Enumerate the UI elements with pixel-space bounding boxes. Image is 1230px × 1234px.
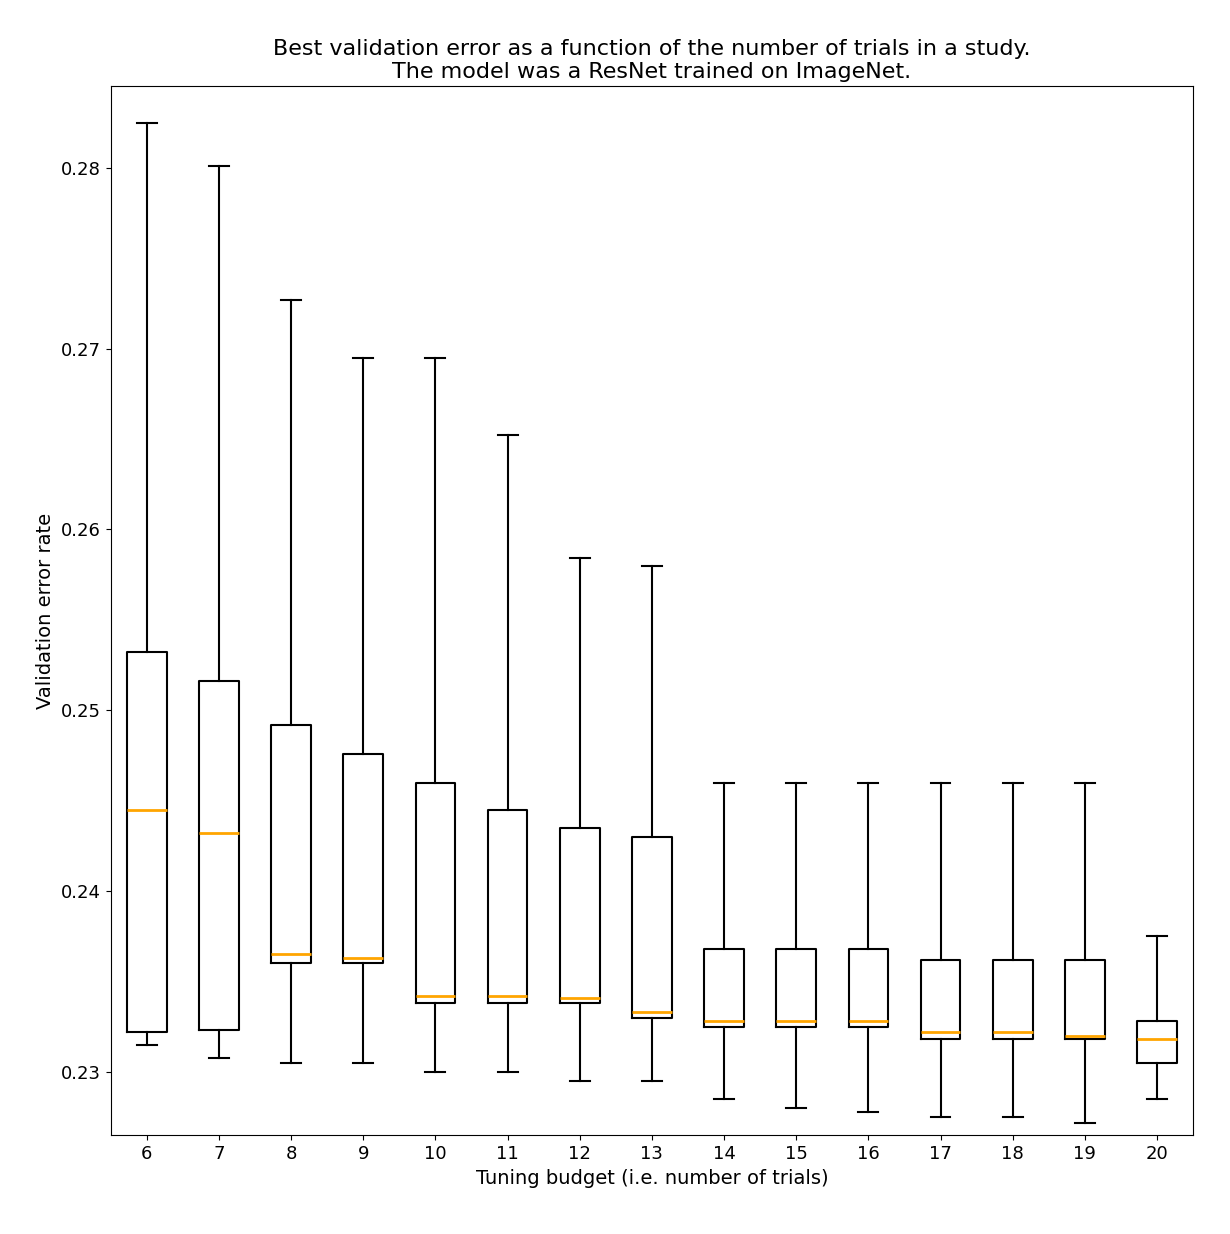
X-axis label: Tuning budget (i.e. number of trials): Tuning budget (i.e. number of trials) bbox=[476, 1169, 828, 1187]
Title: Best validation error as a function of the number of trials in a study.
The mode: Best validation error as a function of t… bbox=[273, 38, 1031, 81]
Y-axis label: Validation error rate: Validation error rate bbox=[37, 513, 55, 708]
